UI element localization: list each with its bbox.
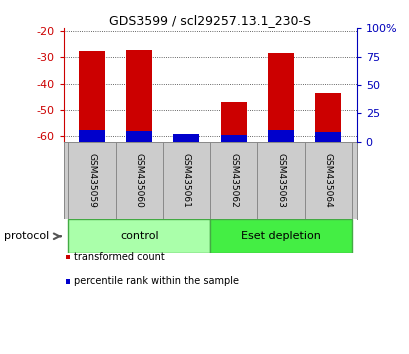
Text: GSM435062: GSM435062	[229, 153, 238, 208]
Bar	[315, 132, 341, 142]
Title: GDS3599 / scl29257.13.1_230-S: GDS3599 / scl29257.13.1_230-S	[109, 14, 310, 27]
Bar	[79, 130, 105, 142]
Bar	[267, 53, 293, 142]
Bar	[220, 135, 246, 142]
Text: transformed count: transformed count	[74, 252, 164, 262]
Text: GSM435060: GSM435060	[135, 153, 143, 208]
Text: percentile rank within the sample: percentile rank within the sample	[74, 276, 238, 286]
Text: GSM435059: GSM435059	[87, 153, 96, 208]
Bar	[220, 102, 246, 142]
Text: GSM435061: GSM435061	[182, 153, 191, 208]
Bar	[173, 134, 199, 142]
Text: GSM435064: GSM435064	[323, 153, 332, 208]
Bar	[68, 219, 209, 253]
Bar	[126, 131, 152, 142]
Bar	[210, 219, 351, 253]
Bar	[79, 51, 105, 142]
Text: GSM435063: GSM435063	[276, 153, 285, 208]
Text: protocol: protocol	[4, 231, 49, 241]
Bar	[315, 93, 341, 142]
Text: Eset depletion: Eset depletion	[240, 231, 320, 241]
Bar	[126, 50, 152, 142]
Bar	[173, 135, 199, 142]
Bar	[267, 130, 293, 142]
Text: control: control	[119, 231, 158, 241]
